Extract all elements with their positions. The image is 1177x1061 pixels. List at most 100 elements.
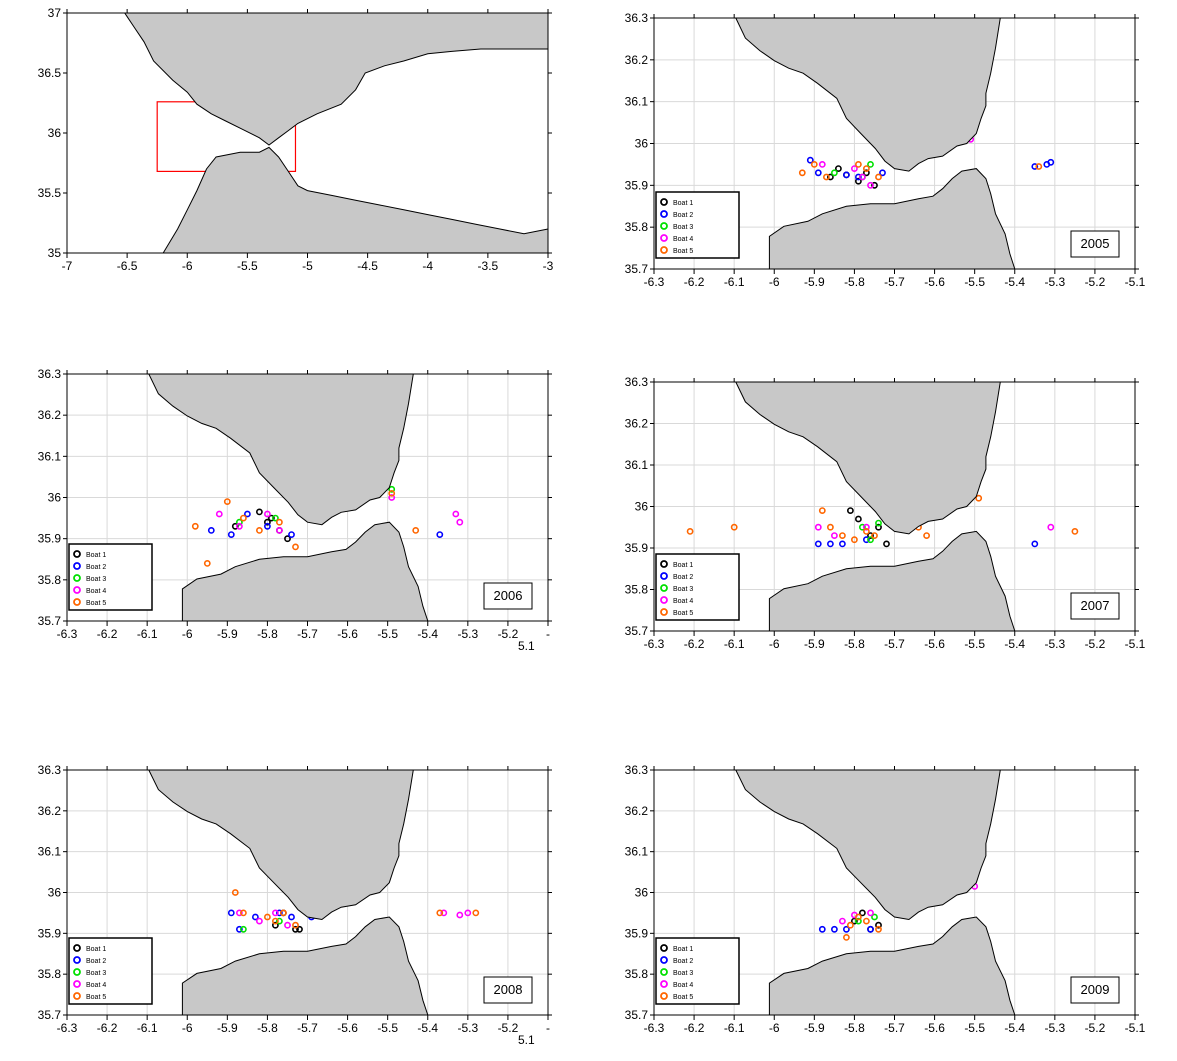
legend-label: Boat 4 — [86, 588, 106, 595]
x-tick-label: -6.3 — [644, 1021, 665, 1035]
y-tick-label: 35.9 — [38, 532, 62, 546]
data-point — [871, 532, 878, 539]
data-point — [227, 531, 235, 538]
legend-marker — [73, 944, 81, 952]
data-point — [275, 917, 283, 925]
x-tick-label: -5.2 — [1085, 637, 1106, 651]
x-tick-label: -5.8 — [844, 1021, 865, 1035]
y-tick-label: 35.7 — [625, 262, 649, 276]
data-point — [288, 531, 295, 538]
legend-box — [655, 553, 740, 621]
year-label: 2006 — [494, 588, 523, 603]
x-tick-label: -6 — [769, 275, 780, 289]
x-tick-label: -6.2 — [684, 275, 705, 289]
x-tick-label: -5.6 — [337, 627, 358, 641]
x-tick-label: -6 — [182, 1021, 193, 1035]
y-tick-label: 35.8 — [38, 573, 62, 587]
data-point — [863, 523, 870, 531]
y-tick-label: 36.2 — [625, 417, 649, 431]
y-tick-label: 36 — [48, 126, 62, 140]
x-tick-label: -5.3 — [1044, 637, 1065, 651]
series-boat-2 — [227, 909, 315, 933]
y-tick-label: 37 — [48, 6, 62, 20]
legend-marker — [73, 574, 81, 582]
legend-marker — [660, 222, 668, 230]
year-label: 2007 — [1081, 598, 1110, 613]
data-point — [975, 494, 983, 502]
x-tick-label: 5.1 — [518, 639, 535, 653]
x-tick-label: -5.5 — [377, 627, 398, 641]
legend-marker — [73, 562, 81, 570]
data-point — [818, 160, 826, 168]
x-tick-label: -5.5 — [237, 259, 258, 273]
x-tick-label: -5.7 — [297, 1021, 318, 1035]
y-tick-label: 36.3 — [38, 763, 62, 777]
data-point — [875, 921, 882, 929]
legend: Boat 1 Boat 2 Boat 3 Boat 4 Boat 5 — [655, 553, 740, 621]
data-point — [835, 165, 842, 172]
series-boat-2 — [818, 925, 874, 933]
data-point — [851, 917, 858, 925]
x-tick-label: -5.7 — [297, 627, 318, 641]
data-point — [288, 913, 295, 921]
y-tick-label: 36 — [635, 137, 649, 151]
x-tick-label: -6 — [182, 259, 193, 273]
data-point — [871, 181, 878, 189]
x-tick-label: -5.6 — [924, 1021, 945, 1035]
land-morocco — [768, 168, 1016, 270]
x-tick-label: -5 — [302, 259, 313, 273]
y-tick-label: 36 — [635, 500, 649, 514]
data-point — [263, 510, 271, 518]
y-tick-label: 36.2 — [38, 408, 62, 422]
land-morocco — [162, 146, 549, 254]
data-point — [883, 540, 890, 548]
y-tick-label: 35.8 — [38, 967, 62, 981]
legend-marker — [73, 992, 81, 1000]
legend-marker — [660, 584, 668, 592]
year-box — [483, 976, 533, 1004]
data-point — [284, 921, 291, 929]
data-point — [863, 917, 870, 925]
x-tick-label: -5.2 — [498, 627, 519, 641]
data-point — [231, 889, 239, 896]
land-morocco — [768, 916, 1016, 1016]
data-point — [243, 510, 251, 518]
y-tick-label: 36.5 — [38, 66, 62, 80]
data-point — [686, 528, 694, 535]
data-point — [263, 913, 271, 921]
legend-marker — [660, 572, 668, 580]
data-point — [284, 535, 291, 543]
legend-marker — [660, 246, 668, 254]
x-tick-label: -5.4 — [417, 1021, 438, 1035]
data-point — [1031, 163, 1039, 170]
data-point — [867, 925, 874, 933]
data-point — [1035, 163, 1043, 170]
data-point — [879, 169, 886, 177]
legend: Boat 1 Boat 2 Boat 3 Boat 4 Boat 5 — [655, 937, 740, 1005]
data-point — [847, 507, 854, 514]
data-point — [814, 169, 822, 177]
data-point — [839, 532, 846, 539]
legend-label: Boat 5 — [86, 600, 106, 607]
y-tick-label: 36 — [48, 491, 62, 505]
legend-marker — [660, 560, 668, 568]
x-tick-label: -6.1 — [724, 275, 745, 289]
y-tick-label: 36.3 — [625, 375, 649, 389]
y-tick-label: 36.1 — [38, 449, 62, 463]
x-tick-label: 5.1 — [518, 1033, 535, 1047]
series-boat-5 — [798, 160, 1043, 181]
data-point — [923, 532, 930, 539]
data-point — [292, 925, 299, 933]
x-tick-label: -5.4 — [1004, 1021, 1025, 1035]
y-tick-label: 36.2 — [625, 804, 649, 818]
legend-marker — [73, 956, 81, 964]
x-tick-label: -5.2 — [1085, 1021, 1106, 1035]
data-point — [851, 536, 858, 544]
y-tick-label: 36.1 — [625, 845, 649, 859]
data-point — [412, 527, 420, 534]
data-point — [436, 909, 444, 917]
x-tick-label: -5.6 — [924, 275, 945, 289]
data-point — [863, 528, 870, 535]
y-tick-label: 35.9 — [625, 926, 649, 940]
x-tick-label: -6.3 — [57, 1021, 78, 1035]
